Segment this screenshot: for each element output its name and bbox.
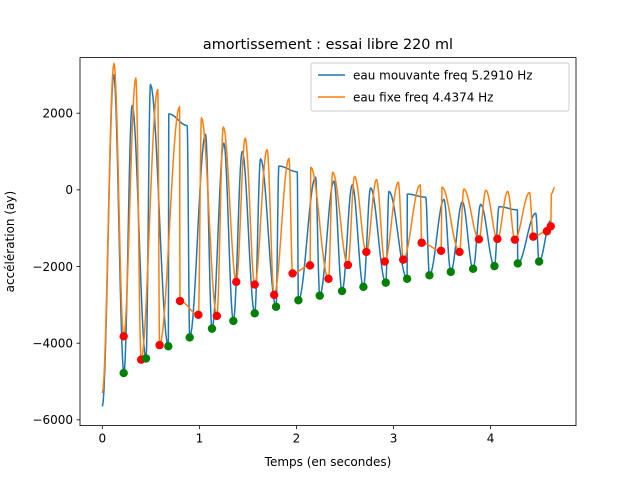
plot-area	[80, 57, 576, 426]
red-marker-point	[417, 238, 426, 247]
red-marker-point	[250, 280, 259, 289]
legend: eau mouvante freq 5.2910 Hz eau fixe fre…	[310, 62, 570, 112]
red-marker-point	[119, 332, 128, 341]
red-marker-point	[155, 340, 164, 350]
green-marker-point	[141, 354, 151, 363]
green-marker-point	[534, 257, 544, 266]
green-marker-point	[207, 324, 217, 333]
red-marker-point	[288, 269, 297, 278]
green-marker-point	[271, 302, 281, 311]
red-marker-point	[194, 310, 203, 320]
green-marker-point	[490, 261, 499, 271]
green-marker-point	[164, 342, 173, 351]
green-marker-point	[446, 267, 455, 277]
green-marker-point	[294, 296, 303, 305]
red-marker-point	[455, 247, 464, 257]
x-tick-label: 0	[99, 432, 107, 446]
green-marker-point	[381, 278, 390, 287]
green-marker-point	[315, 291, 324, 300]
marker-layer	[119, 222, 555, 378]
y-tick-label: −6000	[32, 413, 73, 427]
red-marker-point	[232, 277, 241, 287]
x-tick-label: 3	[390, 432, 398, 446]
red-marker-point	[305, 261, 315, 270]
y-tick-label: −2000	[32, 260, 73, 274]
y-tick-label: 2000	[42, 106, 73, 120]
x-axis-label: Temps (en secondes)	[264, 455, 392, 469]
red-marker-point	[362, 247, 371, 257]
x-axis: 0 1 2 3 4	[99, 425, 495, 446]
chart-title: amortissement : essai libre 220 ml	[203, 37, 453, 53]
y-axis: −6000 −4000 −2000 0 2000	[32, 106, 80, 427]
red-marker-point	[474, 235, 484, 244]
red-marker-point	[324, 274, 333, 283]
green-marker-point	[185, 333, 194, 342]
green-marker-point	[359, 282, 368, 292]
green-marker-point	[468, 264, 478, 274]
green-marker-point	[250, 309, 259, 318]
plot-frame	[79, 57, 577, 426]
red-marker-point	[546, 222, 555, 231]
red-marker-point	[175, 296, 185, 306]
green-marker-point	[337, 286, 347, 296]
red-marker-point	[212, 311, 222, 321]
green-marker-point	[229, 316, 238, 326]
green-marker-point	[513, 259, 522, 268]
green-marker-point	[425, 271, 434, 280]
y-tick-label: 0	[65, 183, 73, 197]
red-marker-point	[343, 260, 353, 270]
red-marker-point	[493, 234, 502, 244]
y-axis-label: accélération (ay)	[3, 191, 17, 293]
green-marker-point	[402, 274, 412, 283]
legend-label-eau-fixe: eau fixe freq 4.4374 Hz	[353, 90, 493, 104]
red-marker-point	[436, 246, 446, 255]
red-marker-point	[510, 235, 520, 244]
x-tick-label: 4	[487, 432, 495, 446]
y-tick-label: −4000	[32, 336, 73, 350]
x-tick-label: 2	[293, 432, 301, 446]
red-marker-point	[380, 257, 389, 266]
red-marker-point	[399, 255, 408, 264]
legend-label-eau-mouvante: eau mouvante freq 5.2910 Hz	[353, 68, 533, 82]
legend-box	[310, 62, 570, 112]
green-marker-point	[119, 368, 128, 378]
red-marker-point	[269, 290, 279, 300]
red-marker-point	[529, 232, 538, 241]
x-tick-label: 1	[196, 432, 204, 446]
